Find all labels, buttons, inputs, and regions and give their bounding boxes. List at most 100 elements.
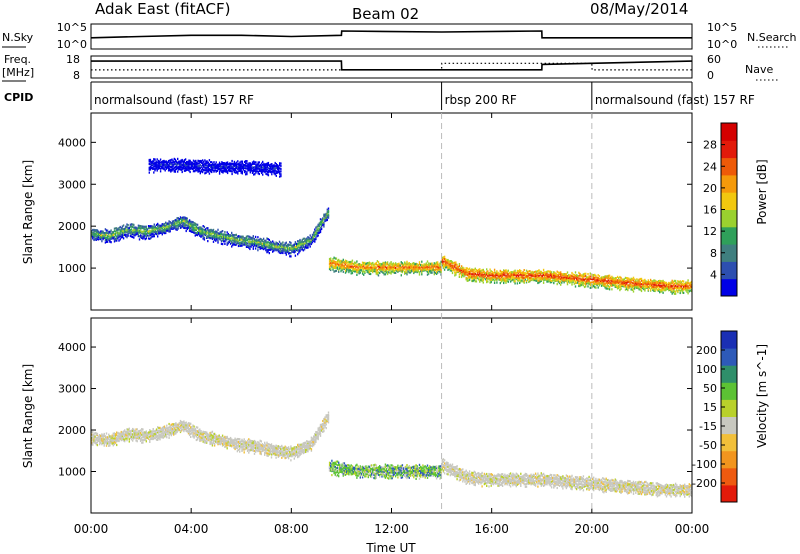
echo-cell [166, 433, 167, 435]
echo-cell [557, 271, 558, 273]
freq-tick-top: 18 [66, 53, 80, 66]
echo-cell [271, 456, 272, 458]
echo-cell [234, 446, 235, 448]
echo-cell [253, 248, 254, 250]
echo-cell [333, 260, 334, 262]
echo-cell [193, 232, 194, 234]
echo-cell [175, 429, 176, 431]
echo-cell [225, 442, 226, 444]
echo-cell [616, 277, 617, 279]
echo-cell [116, 437, 117, 439]
echo-cell [370, 273, 371, 275]
echo-cell [223, 240, 224, 242]
echo-cell [538, 269, 539, 271]
echo-cell [583, 284, 584, 286]
echo-cell [481, 280, 482, 282]
echo-cell [157, 426, 158, 428]
echo-cell [683, 280, 684, 282]
echo-cell [271, 245, 272, 247]
echo-cell [365, 265, 366, 267]
echo-cell [279, 176, 280, 178]
echo-cell [595, 283, 596, 285]
echo-cell [101, 433, 102, 435]
echo-cell [640, 285, 641, 287]
echo-cell [598, 286, 599, 288]
echo-cell [155, 433, 156, 435]
echo-cell [673, 281, 674, 283]
echo-cell [148, 225, 149, 227]
echo-cell [98, 439, 99, 441]
echo-cell [170, 166, 171, 168]
echo-cell [116, 229, 117, 231]
echo-cell [127, 431, 128, 433]
echo-cell [315, 230, 316, 232]
echo-cell [541, 271, 542, 273]
echo-cell [240, 239, 241, 241]
echo-cell [286, 245, 287, 247]
echo-cell [225, 444, 226, 446]
echo-cell [245, 170, 246, 172]
echo-cell [286, 254, 287, 256]
echo-cell [328, 214, 329, 216]
echo-cell [224, 231, 225, 233]
echo-cell [369, 267, 370, 269]
echo-cell [116, 227, 117, 229]
echo-cell [146, 434, 147, 436]
echo-cell [94, 233, 95, 235]
echo-cell [153, 158, 154, 160]
echo-cell [524, 269, 525, 271]
echo-cell [157, 227, 158, 229]
echo-cell [177, 158, 178, 160]
echo-cell [181, 222, 182, 224]
echo-cell [571, 272, 572, 274]
echo-cell [256, 443, 257, 445]
echo-cell [363, 262, 364, 264]
echo-cell [402, 268, 403, 270]
echo-cell [133, 237, 134, 239]
echo-cell [372, 267, 373, 269]
echo-cell [297, 249, 298, 251]
echo-cell [315, 227, 316, 229]
echo-cell [494, 269, 495, 271]
echo-cell [579, 283, 580, 285]
echo-cell [203, 235, 204, 237]
echo-cell [297, 243, 298, 245]
y-tick-label: 2000 [58, 220, 86, 233]
echo-cell [122, 236, 123, 238]
echo-cell [238, 443, 239, 445]
echo-cell [146, 226, 147, 228]
echo-cell [360, 264, 361, 266]
echo-cell [196, 226, 197, 228]
echo-cell [219, 173, 220, 175]
colorbar-tick-label: 24 [703, 160, 717, 173]
echo-cell [234, 244, 235, 246]
echo-cell [163, 163, 164, 165]
echo-cell [327, 209, 328, 211]
colorbar-tick-label: 12 [703, 225, 717, 238]
echo-cell [562, 277, 563, 279]
echo-cell [280, 173, 281, 175]
echo-cell [271, 443, 272, 445]
echo-cell [621, 282, 622, 284]
echo-cell [153, 165, 154, 167]
echo-cell [494, 282, 495, 284]
echo-cell [440, 261, 441, 263]
echo-cell [631, 281, 632, 283]
echo-cell [538, 272, 539, 274]
echo-cell [153, 171, 154, 173]
echo-cell [472, 280, 473, 282]
echo-cell [288, 453, 289, 455]
echo-cell [472, 276, 473, 278]
echo-cell [122, 228, 123, 230]
echo-cell [229, 162, 230, 164]
echo-cell [687, 285, 688, 287]
echo-cell [133, 429, 134, 431]
echo-cell [651, 282, 652, 284]
echo-cell [214, 440, 215, 442]
echo-cell [610, 282, 611, 284]
echo-cell [140, 429, 141, 431]
echo-cell [219, 162, 220, 164]
echo-cell [97, 444, 98, 446]
echo-cell [258, 239, 259, 241]
echo-cell [553, 282, 554, 284]
